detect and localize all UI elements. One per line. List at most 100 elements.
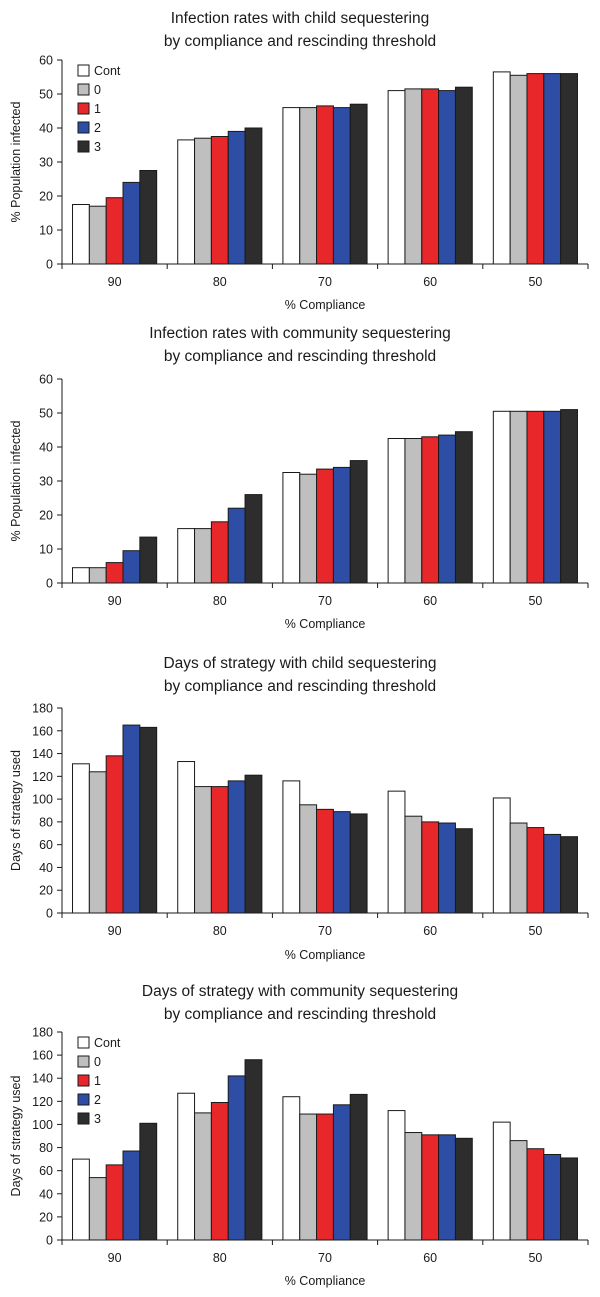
bar-series-3-70 bbox=[349, 460, 368, 584]
bar-series-0-50 bbox=[509, 1140, 528, 1241]
bar-series-3-50 bbox=[560, 1157, 578, 1241]
bar-series-2-50 bbox=[543, 410, 562, 584]
chart-child-infection: Infection rates with child sequestering b… bbox=[9, 10, 589, 312]
chart-title-line: Infection rates with community sequester… bbox=[149, 325, 451, 342]
y-tick-label: 120 bbox=[32, 770, 53, 784]
bar-series-Cont-90 bbox=[72, 567, 90, 584]
bar-series-Cont-70 bbox=[282, 1096, 301, 1241]
legend-swatch-1 bbox=[77, 102, 90, 115]
legend-swatch-1 bbox=[77, 1074, 90, 1087]
bar-series-0-90 bbox=[88, 567, 107, 584]
bar-series-1-90 bbox=[105, 562, 124, 584]
y-tick-label: 180 bbox=[32, 1026, 53, 1040]
bar-series-0-70 bbox=[299, 473, 318, 584]
y-tick-label: 60 bbox=[39, 838, 53, 852]
bar-series-1-70 bbox=[316, 1113, 334, 1241]
x-axis-label: % Compliance bbox=[285, 617, 366, 631]
bar-series-1-60 bbox=[421, 821, 440, 914]
bar-series-2-90 bbox=[122, 1150, 141, 1241]
x-tick-label: 50 bbox=[528, 1251, 542, 1265]
bar-series-2-70 bbox=[332, 1104, 351, 1241]
y-tick-label: 140 bbox=[32, 747, 53, 761]
y-tick-label: 20 bbox=[39, 190, 53, 204]
bar-series-2-60 bbox=[438, 90, 456, 265]
bar-series-3-80 bbox=[244, 127, 263, 265]
x-tick-label: 90 bbox=[108, 594, 122, 608]
bar-series-2-60 bbox=[438, 1134, 456, 1241]
legend-label-3: 3 bbox=[94, 1112, 101, 1126]
bar-series-1-50 bbox=[526, 827, 545, 914]
chart-community-infection: Infection rates with community sequester… bbox=[9, 325, 589, 631]
legend-swatch-3 bbox=[77, 1112, 90, 1125]
legend-swatch-2 bbox=[77, 1093, 90, 1106]
bar-series-3-60 bbox=[454, 1137, 473, 1241]
y-tick-label: 80 bbox=[39, 1141, 53, 1155]
bar-series-3-90 bbox=[139, 170, 158, 265]
bar-series-2-70 bbox=[332, 466, 351, 584]
chart-title-line: by compliance and rescinding threshold bbox=[164, 348, 436, 365]
x-tick-label: 90 bbox=[108, 275, 122, 289]
bar-series-2-80 bbox=[227, 507, 246, 584]
x-tick-label: 70 bbox=[318, 275, 332, 289]
y-tick-label: 50 bbox=[39, 88, 53, 102]
bar-series-3-50 bbox=[560, 409, 578, 584]
bar-series-Cont-60 bbox=[387, 1110, 406, 1241]
bar-series-2-90 bbox=[122, 181, 141, 265]
bar-series-1-50 bbox=[526, 410, 545, 584]
bar-series-2-90 bbox=[122, 724, 141, 914]
y-axis-label: Days of strategy used bbox=[9, 1076, 23, 1197]
bar-series-Cont-70 bbox=[282, 780, 301, 914]
y-tick-label: 160 bbox=[32, 724, 53, 738]
chart-title-line: Days of strategy with child sequestering bbox=[163, 655, 436, 672]
bar-series-3-60 bbox=[454, 431, 473, 584]
x-tick-label: 70 bbox=[318, 1251, 332, 1265]
bar-series-2-60 bbox=[438, 434, 456, 584]
bar-series-0-70 bbox=[299, 804, 318, 914]
x-tick-label: 60 bbox=[423, 594, 437, 608]
bar-series-Cont-60 bbox=[387, 438, 406, 584]
bar-series-0-50 bbox=[509, 822, 528, 914]
legend-label-Cont: Cont bbox=[94, 1036, 121, 1050]
bar-series-3-90 bbox=[139, 536, 158, 584]
y-tick-label: 40 bbox=[39, 1187, 53, 1201]
bar-series-1-50 bbox=[526, 1148, 545, 1241]
chart-community-days: Days of strategy with community sequeste… bbox=[9, 983, 589, 1288]
bar-series-0-70 bbox=[299, 1113, 318, 1241]
bar-series-1-50 bbox=[526, 73, 545, 265]
bar-series-1-80 bbox=[210, 521, 229, 584]
y-tick-label: 0 bbox=[46, 907, 53, 921]
y-tick-label: 20 bbox=[39, 884, 53, 898]
x-tick-label: 80 bbox=[213, 1251, 227, 1265]
bar-series-0-80 bbox=[194, 1112, 212, 1241]
chart-title-line: Days of strategy with community sequeste… bbox=[142, 983, 458, 1000]
bar-series-2-80 bbox=[227, 130, 246, 265]
bar-series-1-80 bbox=[210, 1101, 229, 1241]
x-tick-label: 70 bbox=[318, 924, 332, 938]
bar-series-1-90 bbox=[105, 197, 124, 265]
x-tick-label: 90 bbox=[108, 1251, 122, 1265]
y-tick-label: 60 bbox=[39, 54, 53, 68]
bar-series-Cont-90 bbox=[72, 204, 90, 265]
y-tick-label: 0 bbox=[46, 1234, 53, 1248]
y-tick-label: 0 bbox=[46, 258, 53, 272]
legend-swatch-0 bbox=[77, 83, 90, 96]
legend-label-1: 1 bbox=[94, 102, 101, 116]
bar-series-0-80 bbox=[194, 137, 212, 265]
y-tick-label: 30 bbox=[39, 475, 53, 489]
x-tick-label: 60 bbox=[423, 924, 437, 938]
y-tick-label: 30 bbox=[39, 156, 53, 170]
bar-series-2-50 bbox=[543, 1153, 562, 1241]
bar-series-0-60 bbox=[404, 1132, 423, 1241]
x-tick-label: 70 bbox=[318, 594, 332, 608]
bar-series-2-60 bbox=[438, 822, 456, 914]
x-tick-label: 80 bbox=[213, 594, 227, 608]
bar-series-1-90 bbox=[105, 1164, 124, 1241]
bar-series-1-60 bbox=[421, 1134, 440, 1241]
bar-series-2-90 bbox=[122, 550, 141, 584]
y-tick-label: 20 bbox=[39, 509, 53, 523]
legend-swatch-3 bbox=[77, 140, 90, 153]
bar-series-Cont-80 bbox=[177, 139, 196, 265]
y-tick-label: 0 bbox=[46, 577, 53, 591]
y-tick-label: 100 bbox=[32, 793, 53, 807]
bar-series-2-50 bbox=[543, 73, 562, 265]
